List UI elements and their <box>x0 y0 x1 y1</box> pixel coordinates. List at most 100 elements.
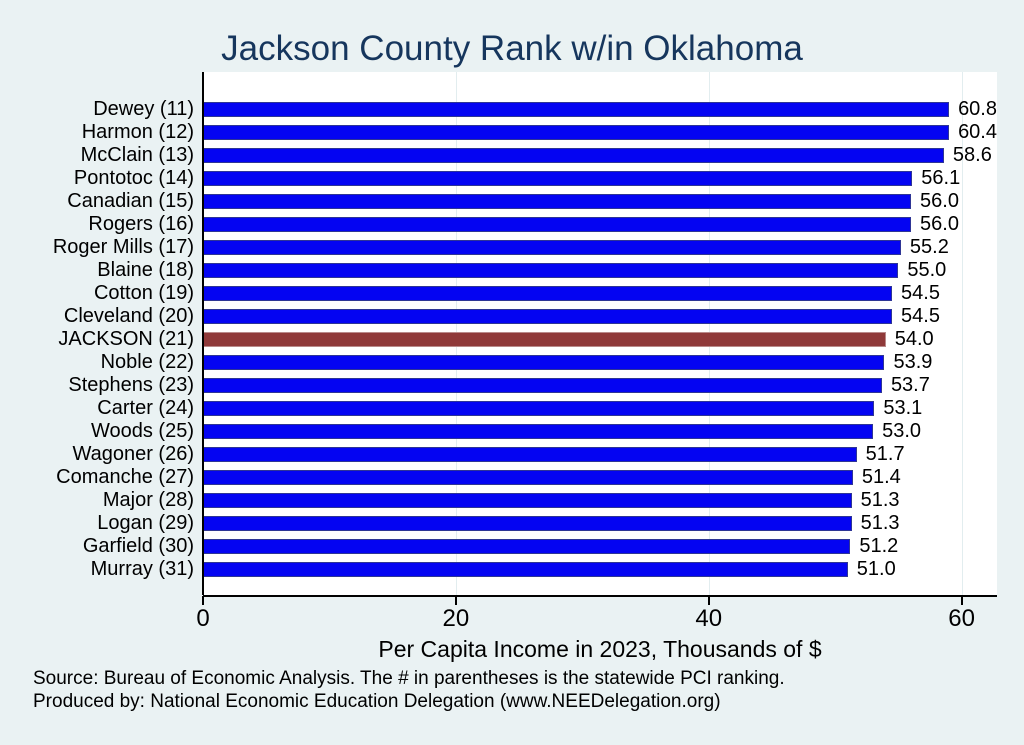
bar-value-label: 55.0 <box>907 259 947 281</box>
bar-value-label: 56.1 <box>921 167 961 189</box>
bar <box>203 171 913 186</box>
bar <box>203 493 852 508</box>
y-label: Stephens (23) <box>68 374 194 396</box>
y-label: Pontotoc (14) <box>73 167 194 189</box>
bar <box>203 148 944 163</box>
bar-value-label: 51.0 <box>856 558 896 580</box>
bar-row: 56.0 <box>203 213 997 236</box>
y-axis-line <box>202 72 204 595</box>
y-label: Cleveland (20) <box>63 305 194 327</box>
bar <box>203 516 852 531</box>
bar-row: 53.0 <box>203 420 997 443</box>
bar <box>203 286 893 301</box>
bar-value-label: 60.8 <box>958 98 997 120</box>
footer-notes: Source: Bureau of Economic Analysis. The… <box>33 668 785 713</box>
y-label: Comanche (27) <box>56 466 194 488</box>
bar-row: 51.7 <box>203 443 997 466</box>
y-label: Carter (24) <box>97 397 194 419</box>
bar-row: 53.1 <box>203 397 997 420</box>
y-label: Woods (25) <box>90 420 194 442</box>
bar-row: 56.0 <box>203 190 997 213</box>
bar-value-label: 51.3 <box>860 512 900 534</box>
bar-row: 51.4 <box>203 466 997 489</box>
y-label: Roger Mills (17) <box>52 236 194 258</box>
bar-value-label: 53.0 <box>882 420 922 442</box>
bar-row: 51.3 <box>203 489 997 512</box>
x-tick <box>960 596 963 605</box>
bar-row: 53.7 <box>203 374 997 397</box>
x-axis-title: Per Capita Income in 2023, Thousands of … <box>378 636 822 662</box>
x-tick-label: 60 <box>948 605 975 632</box>
bar-row: 60.8 <box>203 98 997 121</box>
y-label: JACKSON (21) <box>58 328 194 350</box>
y-label: Dewey (11) <box>93 98 194 120</box>
bar-row: 51.0 <box>203 558 997 581</box>
y-axis-labels: Dewey (11) Harmon (12) McClain (13) Pontoto… <box>0 72 194 595</box>
x-axis-line <box>203 595 997 597</box>
y-label: Harmon (12) <box>81 121 194 143</box>
bar <box>203 378 882 393</box>
bar <box>203 263 899 278</box>
bar <box>203 424 874 439</box>
x-tick-label: 20 <box>442 605 470 632</box>
bar-value-label: 54.0 <box>894 328 934 350</box>
y-label: Garfield (30) <box>82 535 194 557</box>
bar-value-label: 51.4 <box>861 466 901 488</box>
bar <box>203 539 851 554</box>
bar-value-label: 51.7 <box>865 443 905 465</box>
bar-row: 58.6 <box>203 144 997 167</box>
bar <box>203 470 853 485</box>
bar-value-label: 55.2 <box>909 236 949 258</box>
bar <box>203 102 950 117</box>
x-tick <box>707 596 710 605</box>
chart-title: Jackson County Rank w/in Oklahoma <box>221 29 803 68</box>
y-label: Rogers (16) <box>88 213 194 235</box>
bar-value-label: 53.7 <box>890 374 930 396</box>
bar-row: 54.5 <box>203 282 997 305</box>
y-label: Cotton (19) <box>93 282 194 304</box>
x-tick-label: 40 <box>695 605 723 632</box>
bar-value-label: 56.0 <box>920 190 959 212</box>
y-label: Major (28) <box>102 489 194 511</box>
bar <box>203 355 885 370</box>
bar-row: 55.0 <box>203 259 997 282</box>
x-tick <box>202 596 204 605</box>
gridline <box>961 72 964 595</box>
bar <box>203 447 857 462</box>
bar-value-label: 60.4 <box>958 121 997 143</box>
bar-value-label: 58.6 <box>952 144 992 166</box>
bar-value-label: 51.2 <box>859 535 899 557</box>
bar-value-label: 51.3 <box>860 489 900 511</box>
y-label: Wagoner (26) <box>72 443 194 465</box>
bar-series: 60.8 60.4 58.6 56.1 56.0 56.0 55.2 55.0 54.5 54.5… <box>203 72 997 595</box>
bar-row: 54.0 <box>203 328 997 351</box>
bar-row: 51.2 <box>203 535 997 558</box>
y-label: Noble (22) <box>100 351 194 373</box>
y-label: Logan (29) <box>97 512 194 534</box>
bar-row: 53.9 <box>203 351 997 374</box>
bar <box>203 194 912 209</box>
y-label: McClain (13) <box>80 144 194 166</box>
bar-value-label: 53.1 <box>883 397 923 419</box>
producer-note: Produced by: National Economic Education… <box>33 690 721 712</box>
bar-row: 54.5 <box>203 305 997 328</box>
bar-value-label: 54.5 <box>901 305 940 327</box>
y-label: Blaine (18) <box>97 259 194 281</box>
bar-row: 55.2 <box>203 236 997 259</box>
x-tick-label: 0 <box>196 605 210 632</box>
bar <box>203 309 893 324</box>
y-label: Canadian (15) <box>67 190 194 212</box>
source-note: Source: Bureau of Economic Analysis. The… <box>33 668 785 689</box>
bar-row: 60.4 <box>203 121 997 144</box>
bar <box>203 125 950 140</box>
x-tick <box>454 596 457 605</box>
bar <box>203 401 875 416</box>
bar <box>203 562 848 577</box>
bar-value-label: 54.5 <box>901 282 940 304</box>
bar <box>203 240 901 255</box>
bar-highlight <box>203 332 886 347</box>
bar-row: 51.3 <box>203 512 997 535</box>
bar-row: 56.1 <box>203 167 997 190</box>
y-label: Murray (31) <box>90 558 194 580</box>
